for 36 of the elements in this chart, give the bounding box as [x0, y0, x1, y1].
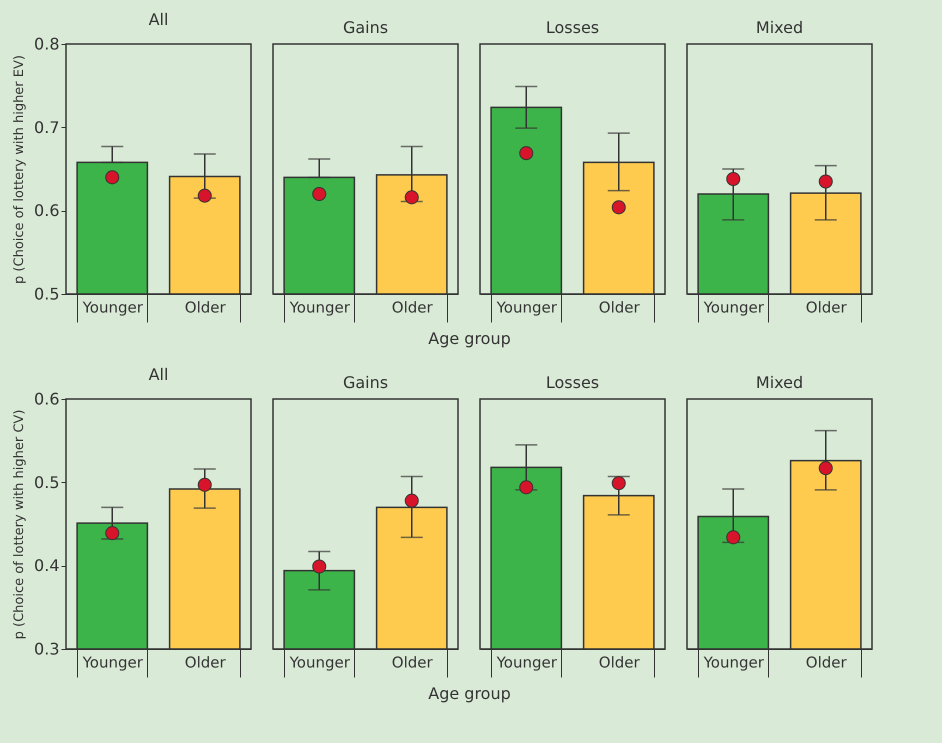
- y-tick-label: 0.8: [34, 34, 60, 54]
- x-axis-title: Age group: [428, 684, 511, 703]
- x-tick-label: Younger: [82, 298, 144, 316]
- y-tick-label: 0.7: [34, 118, 60, 137]
- x-tick-label: Younger: [82, 654, 144, 672]
- chart-title: All: [148, 365, 168, 384]
- y-tick-label: 0.3: [34, 640, 60, 658]
- y-tick-label: 0.5: [34, 472, 60, 492]
- chart-title: Mixed: [756, 373, 804, 392]
- chart-title: Mixed: [756, 18, 804, 37]
- chart-title: Gains: [342, 18, 388, 37]
- y-tick-label: 0.5: [34, 284, 60, 304]
- chart-title: All: [148, 10, 168, 29]
- x-tick-label: Older: [598, 298, 641, 316]
- x-tick-label: Older: [806, 298, 848, 316]
- y-tick-label: 0.4: [34, 556, 60, 576]
- y-axis-title: p (Choice of lottery with higher CV): [12, 410, 28, 640]
- y-axis-title: p (Choice of lottery with higher EV): [12, 55, 28, 284]
- chart-title: Losses: [546, 18, 600, 37]
- x-tick-label: Younger: [288, 298, 351, 316]
- x-tick-label: Younger: [288, 654, 351, 672]
- x-tick-label: Older: [184, 298, 227, 316]
- x-axis-title: Age group: [428, 329, 511, 348]
- x-tick-label: Older: [184, 654, 227, 672]
- x-tick-label: Older: [598, 654, 641, 672]
- x-tick-label: Younger: [496, 298, 558, 316]
- x-tick-label: Younger: [702, 298, 765, 316]
- x-tick-label: Younger: [702, 654, 765, 672]
- x-tick-label: Older: [392, 654, 434, 672]
- y-tick-label: 0.6: [34, 390, 60, 408]
- x-tick-label: Older: [392, 298, 434, 316]
- x-tick-label: Older: [806, 654, 848, 672]
- y-tick-label: 0.6: [34, 201, 60, 220]
- chart-title: Gains: [342, 373, 388, 392]
- x-tick-label: Younger: [496, 654, 558, 672]
- chart-title: Losses: [546, 373, 600, 392]
